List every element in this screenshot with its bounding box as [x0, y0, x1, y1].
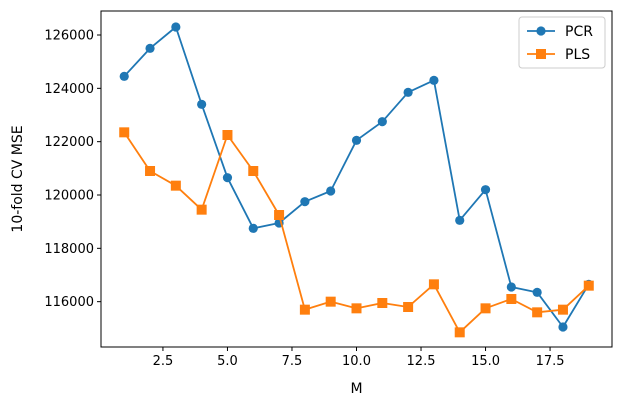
pls-point	[351, 303, 362, 314]
pls-point	[196, 204, 207, 215]
x-tick-label: 12.5	[407, 354, 436, 369]
pcr-point	[403, 87, 413, 97]
legend-swatch-marker	[536, 26, 546, 36]
pcr-point	[300, 197, 310, 207]
pls-point	[506, 294, 517, 304]
pls-point	[222, 130, 233, 140]
x-tick-label: 10.0	[342, 354, 371, 369]
x-axis-label: M	[350, 381, 362, 397]
x-tick-label: 7.5	[282, 354, 303, 369]
pcr-point	[377, 117, 387, 127]
x-tick-label: 17.5	[536, 354, 565, 369]
pls-point	[170, 180, 181, 191]
pcr-point	[351, 135, 362, 145]
pls-point	[454, 327, 465, 338]
pcr-point	[506, 282, 516, 292]
pls-point	[325, 296, 336, 307]
pcr-point	[171, 22, 181, 32]
pls-point	[248, 166, 259, 176]
pls-point	[583, 280, 594, 291]
pls-point	[299, 304, 310, 315]
pcr-point	[197, 99, 207, 109]
pls-point	[532, 307, 543, 318]
x-tick-label: 15.0	[471, 354, 500, 369]
pcr-point	[145, 43, 155, 53]
pls-point	[428, 279, 439, 290]
y-tick-label: 126000	[44, 29, 94, 44]
pls-point	[557, 304, 568, 315]
x-tick-label: 5.0	[217, 354, 238, 369]
pls-series	[119, 127, 594, 338]
pls-point	[403, 302, 414, 312]
pls-point	[145, 166, 156, 176]
y-tick-label: 118000	[44, 242, 94, 257]
x-axis-ticks: 2.5 5.0 7.5 10.0 12.5 15.0 17.5	[153, 347, 565, 369]
legend-label: PCR	[565, 24, 593, 40]
pcr-point	[558, 322, 568, 332]
pls-point	[377, 298, 388, 308]
pcr-point	[248, 223, 258, 233]
y-axis-ticks: 116000 118000 120000 122000 124000 126000	[44, 29, 101, 310]
x-tick-label: 2.5	[153, 354, 174, 369]
y-tick-label: 124000	[44, 82, 94, 97]
pcr-point	[119, 71, 129, 81]
pcr-point	[429, 75, 439, 85]
legend: PCR PLS	[518, 16, 606, 69]
pcr-point	[532, 287, 542, 297]
pcr-series	[119, 22, 594, 332]
y-axis-label: 10-fold CV MSE	[10, 125, 26, 232]
legend-swatch-marker	[536, 49, 546, 59]
y-tick-label: 116000	[44, 295, 94, 310]
pls-point	[480, 303, 491, 314]
pcr-point	[326, 186, 336, 196]
pcr-point	[455, 215, 465, 225]
pls-point	[274, 210, 285, 220]
legend-item-pcr: PCR	[527, 24, 593, 40]
legend-label: PLS	[565, 47, 590, 63]
plot-area	[100, 10, 613, 348]
pcr-point	[480, 185, 491, 195]
pls-point	[119, 127, 130, 138]
legend-item-pls: PLS	[527, 47, 590, 63]
y-tick-label: 122000	[44, 135, 94, 150]
y-tick-label: 120000	[44, 189, 94, 204]
pcr-point	[222, 173, 233, 183]
